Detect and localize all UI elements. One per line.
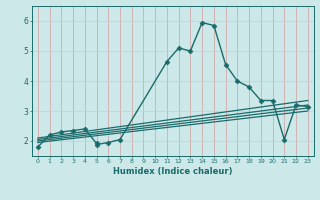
X-axis label: Humidex (Indice chaleur): Humidex (Indice chaleur) <box>113 167 233 176</box>
